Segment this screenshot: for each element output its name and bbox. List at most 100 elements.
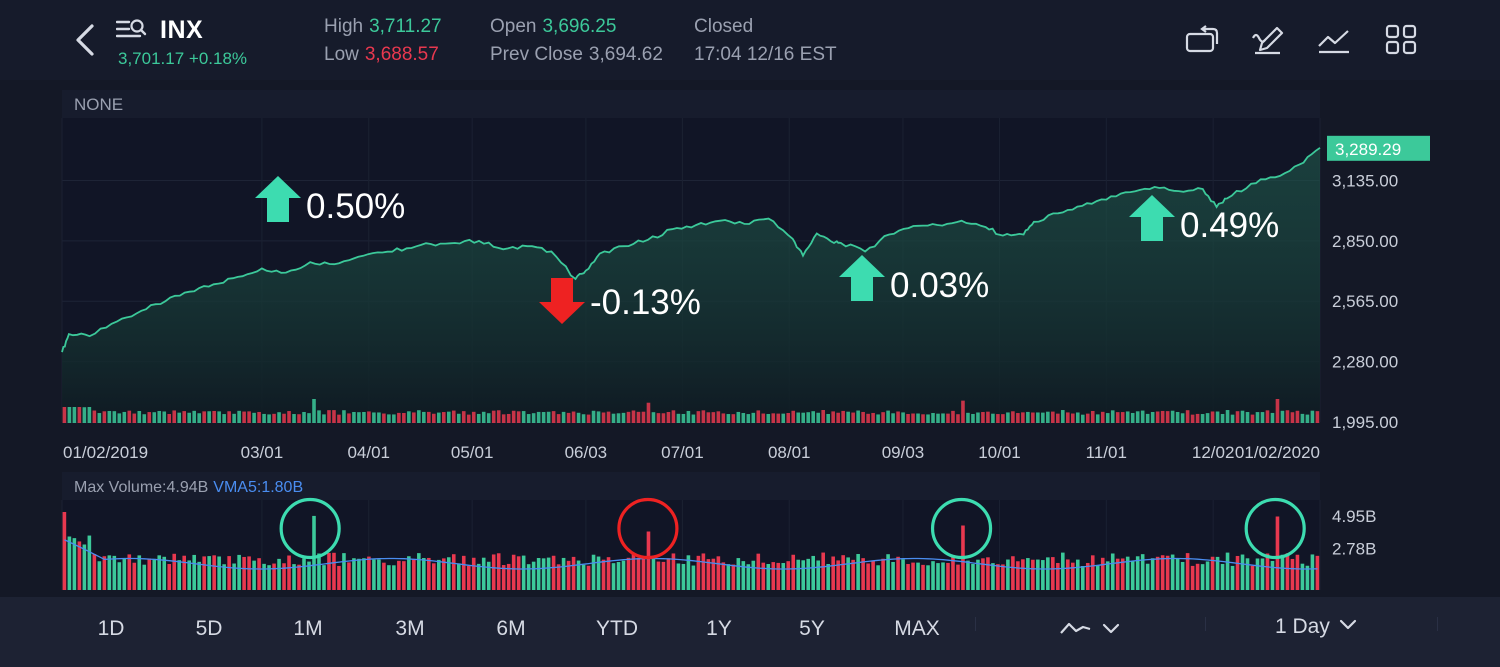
annotation-label: -0.13% <box>590 283 701 322</box>
volume-bar <box>1016 561 1020 590</box>
price-panel-volume-bar <box>1210 411 1215 423</box>
price-panel-volume-bar <box>736 411 741 423</box>
last-price-tag: 3,289.29 <box>1327 135 1430 161</box>
volume-bar <box>1006 559 1010 590</box>
price-panel-volume-bar <box>112 411 117 423</box>
price-panel-volume-bar <box>716 411 721 423</box>
volume-bar <box>491 554 496 590</box>
line-chart-style-icon[interactable] <box>1058 615 1128 643</box>
price-panel-volume-bar <box>771 413 776 423</box>
volume-bar <box>257 558 261 590</box>
volume-bar <box>1255 558 1260 590</box>
stock-chart[interactable]: NONE Max Volume:4.94B VMA5:1.80B 3,135.00… <box>0 80 1500 597</box>
indicator-icon[interactable] <box>1316 24 1352 56</box>
volume-bar <box>891 561 895 590</box>
range-tab-6m[interactable]: 6M <box>496 617 526 640</box>
price-panel-volume-bar <box>656 413 661 423</box>
price-panel-volume-bar <box>1006 412 1010 423</box>
range-tab-1y[interactable]: 1Y <box>706 617 732 640</box>
volume-bar <box>721 562 726 590</box>
x-tick-label: 10/01 <box>978 443 1021 462</box>
range-tab-3m[interactable]: 3M <box>395 617 425 640</box>
price-panel-volume-bar <box>1036 412 1040 423</box>
volume-bar <box>1205 561 1210 590</box>
range-tab-1m[interactable]: 1M <box>293 617 323 640</box>
volume-bar <box>731 564 736 590</box>
volume-bar <box>686 555 691 590</box>
range-tab-ytd[interactable]: YTD <box>596 617 638 640</box>
price-panel-volume-bar <box>731 414 736 423</box>
volume-bar <box>661 561 666 590</box>
volume-bar <box>1021 559 1025 590</box>
price-panel-volume-bar <box>72 407 77 423</box>
volume-bar <box>322 565 326 590</box>
rotate-screen-icon[interactable] <box>1184 24 1220 56</box>
price-panel-volume-bar <box>606 411 611 423</box>
volume-bar <box>1001 564 1005 590</box>
price-panel-volume-bar <box>307 413 311 423</box>
price-panel-volume-bar <box>262 413 266 423</box>
volume-bar <box>991 563 995 590</box>
volume-bar <box>671 553 676 590</box>
range-tab-max[interactable]: MAX <box>894 617 940 640</box>
volume-bar <box>776 562 781 590</box>
price-panel-volume-bar <box>991 413 995 423</box>
price-panel-volume-bar <box>931 413 935 423</box>
max-volume-label: Max Volume:4.94B <box>74 479 208 496</box>
price-area <box>61 147 1321 423</box>
volume-bar <box>177 560 182 590</box>
volume-bar <box>232 563 236 590</box>
range-bar: 1D 5D 1M 3M 6M YTD 1Y 5Y MAX 1 Day <box>0 597 1500 667</box>
volume-bar <box>172 553 177 590</box>
interval-dropdown[interactable]: 1 Day <box>1275 615 1358 639</box>
range-tab-1d[interactable]: 1D <box>97 617 125 640</box>
price-panel-volume-bar <box>1066 412 1070 423</box>
x-axis: 01/02/2019 03/01 04/01 05/01 06/03 07/01 08/01… <box>63 443 1320 462</box>
price-panel-volume-bar <box>1275 399 1280 423</box>
volume-bar <box>1115 558 1120 590</box>
volume-bar <box>466 565 471 590</box>
price-panel-volume <box>62 399 1320 423</box>
volume-bar <box>691 565 696 590</box>
price-panel-volume-bar <box>651 412 656 423</box>
volume-bar <box>476 563 481 590</box>
range-tab-5d[interactable]: 5D <box>195 617 223 640</box>
y-tick-label: 1,995.00 <box>1332 413 1398 432</box>
volume-bar <box>801 560 806 590</box>
watchlist-menu-icon[interactable] <box>116 18 148 42</box>
draw-icon[interactable] <box>1250 24 1286 56</box>
volume-bar <box>451 554 456 590</box>
price-panel-volume-bar <box>182 411 187 423</box>
price-panel-volume-bar <box>202 411 206 423</box>
volume-bar <box>1125 556 1130 590</box>
volume-bar <box>1011 556 1015 590</box>
price-panel-volume-bar <box>417 410 421 423</box>
volume-bar <box>352 558 356 590</box>
price-panel-volume-bar <box>951 410 955 423</box>
price-panel-volume-bar <box>796 412 801 423</box>
volume-bar <box>152 558 157 590</box>
volume-bar <box>247 556 251 590</box>
price-panel-volume-bar <box>252 412 256 423</box>
price-panel-volume-bar <box>117 413 122 423</box>
range-tab-5y[interactable]: 5Y <box>799 617 825 640</box>
volume-bar <box>666 558 671 590</box>
price-panel-volume-bar <box>1080 414 1085 423</box>
low-label: Low <box>324 44 359 65</box>
grid-icon[interactable] <box>1384 24 1420 56</box>
price-panel-volume-bar <box>976 412 980 423</box>
back-arrow-icon[interactable] <box>68 20 102 60</box>
volume-bar <box>511 554 516 590</box>
volume-bar <box>676 563 681 590</box>
price-panel-volume-bar <box>1026 411 1030 423</box>
last-price-label: 3,289.29 <box>1335 140 1401 159</box>
price-panel-volume-bar <box>362 411 366 423</box>
interval-label: 1 Day <box>1275 615 1330 638</box>
price-panel-volume-bar <box>1315 411 1320 423</box>
volume-bar <box>1120 558 1125 590</box>
volume-bar <box>591 554 596 590</box>
price-panel-volume-bar <box>1056 413 1060 423</box>
volume-bar <box>736 558 741 590</box>
price-panel-volume-bar <box>77 407 82 423</box>
price-panel-volume-bar <box>247 411 251 423</box>
